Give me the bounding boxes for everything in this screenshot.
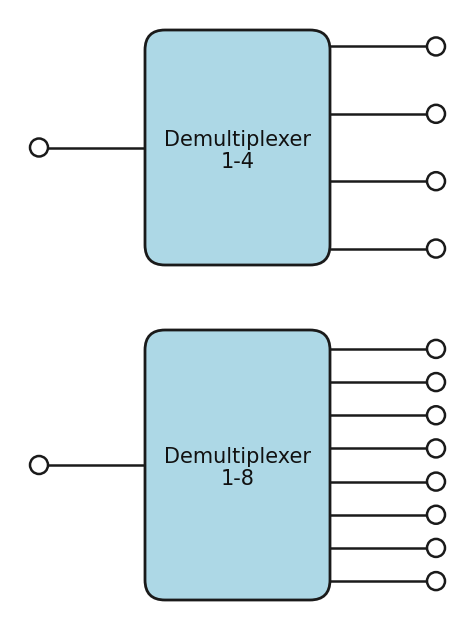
Circle shape (427, 172, 445, 190)
Circle shape (427, 406, 445, 424)
Text: 1-8: 1-8 (220, 469, 255, 489)
Circle shape (427, 572, 445, 590)
Circle shape (30, 139, 48, 157)
Circle shape (427, 373, 445, 391)
Circle shape (427, 340, 445, 358)
Circle shape (30, 456, 48, 474)
Circle shape (427, 105, 445, 123)
Circle shape (427, 506, 445, 524)
Text: Demultiplexer: Demultiplexer (164, 130, 311, 149)
Circle shape (427, 440, 445, 458)
Circle shape (427, 539, 445, 557)
FancyBboxPatch shape (145, 330, 330, 600)
Circle shape (427, 240, 445, 258)
Text: 1-4: 1-4 (220, 152, 255, 172)
Circle shape (427, 473, 445, 490)
Circle shape (427, 38, 445, 55)
Text: Demultiplexer: Demultiplexer (164, 447, 311, 467)
FancyBboxPatch shape (145, 30, 330, 265)
